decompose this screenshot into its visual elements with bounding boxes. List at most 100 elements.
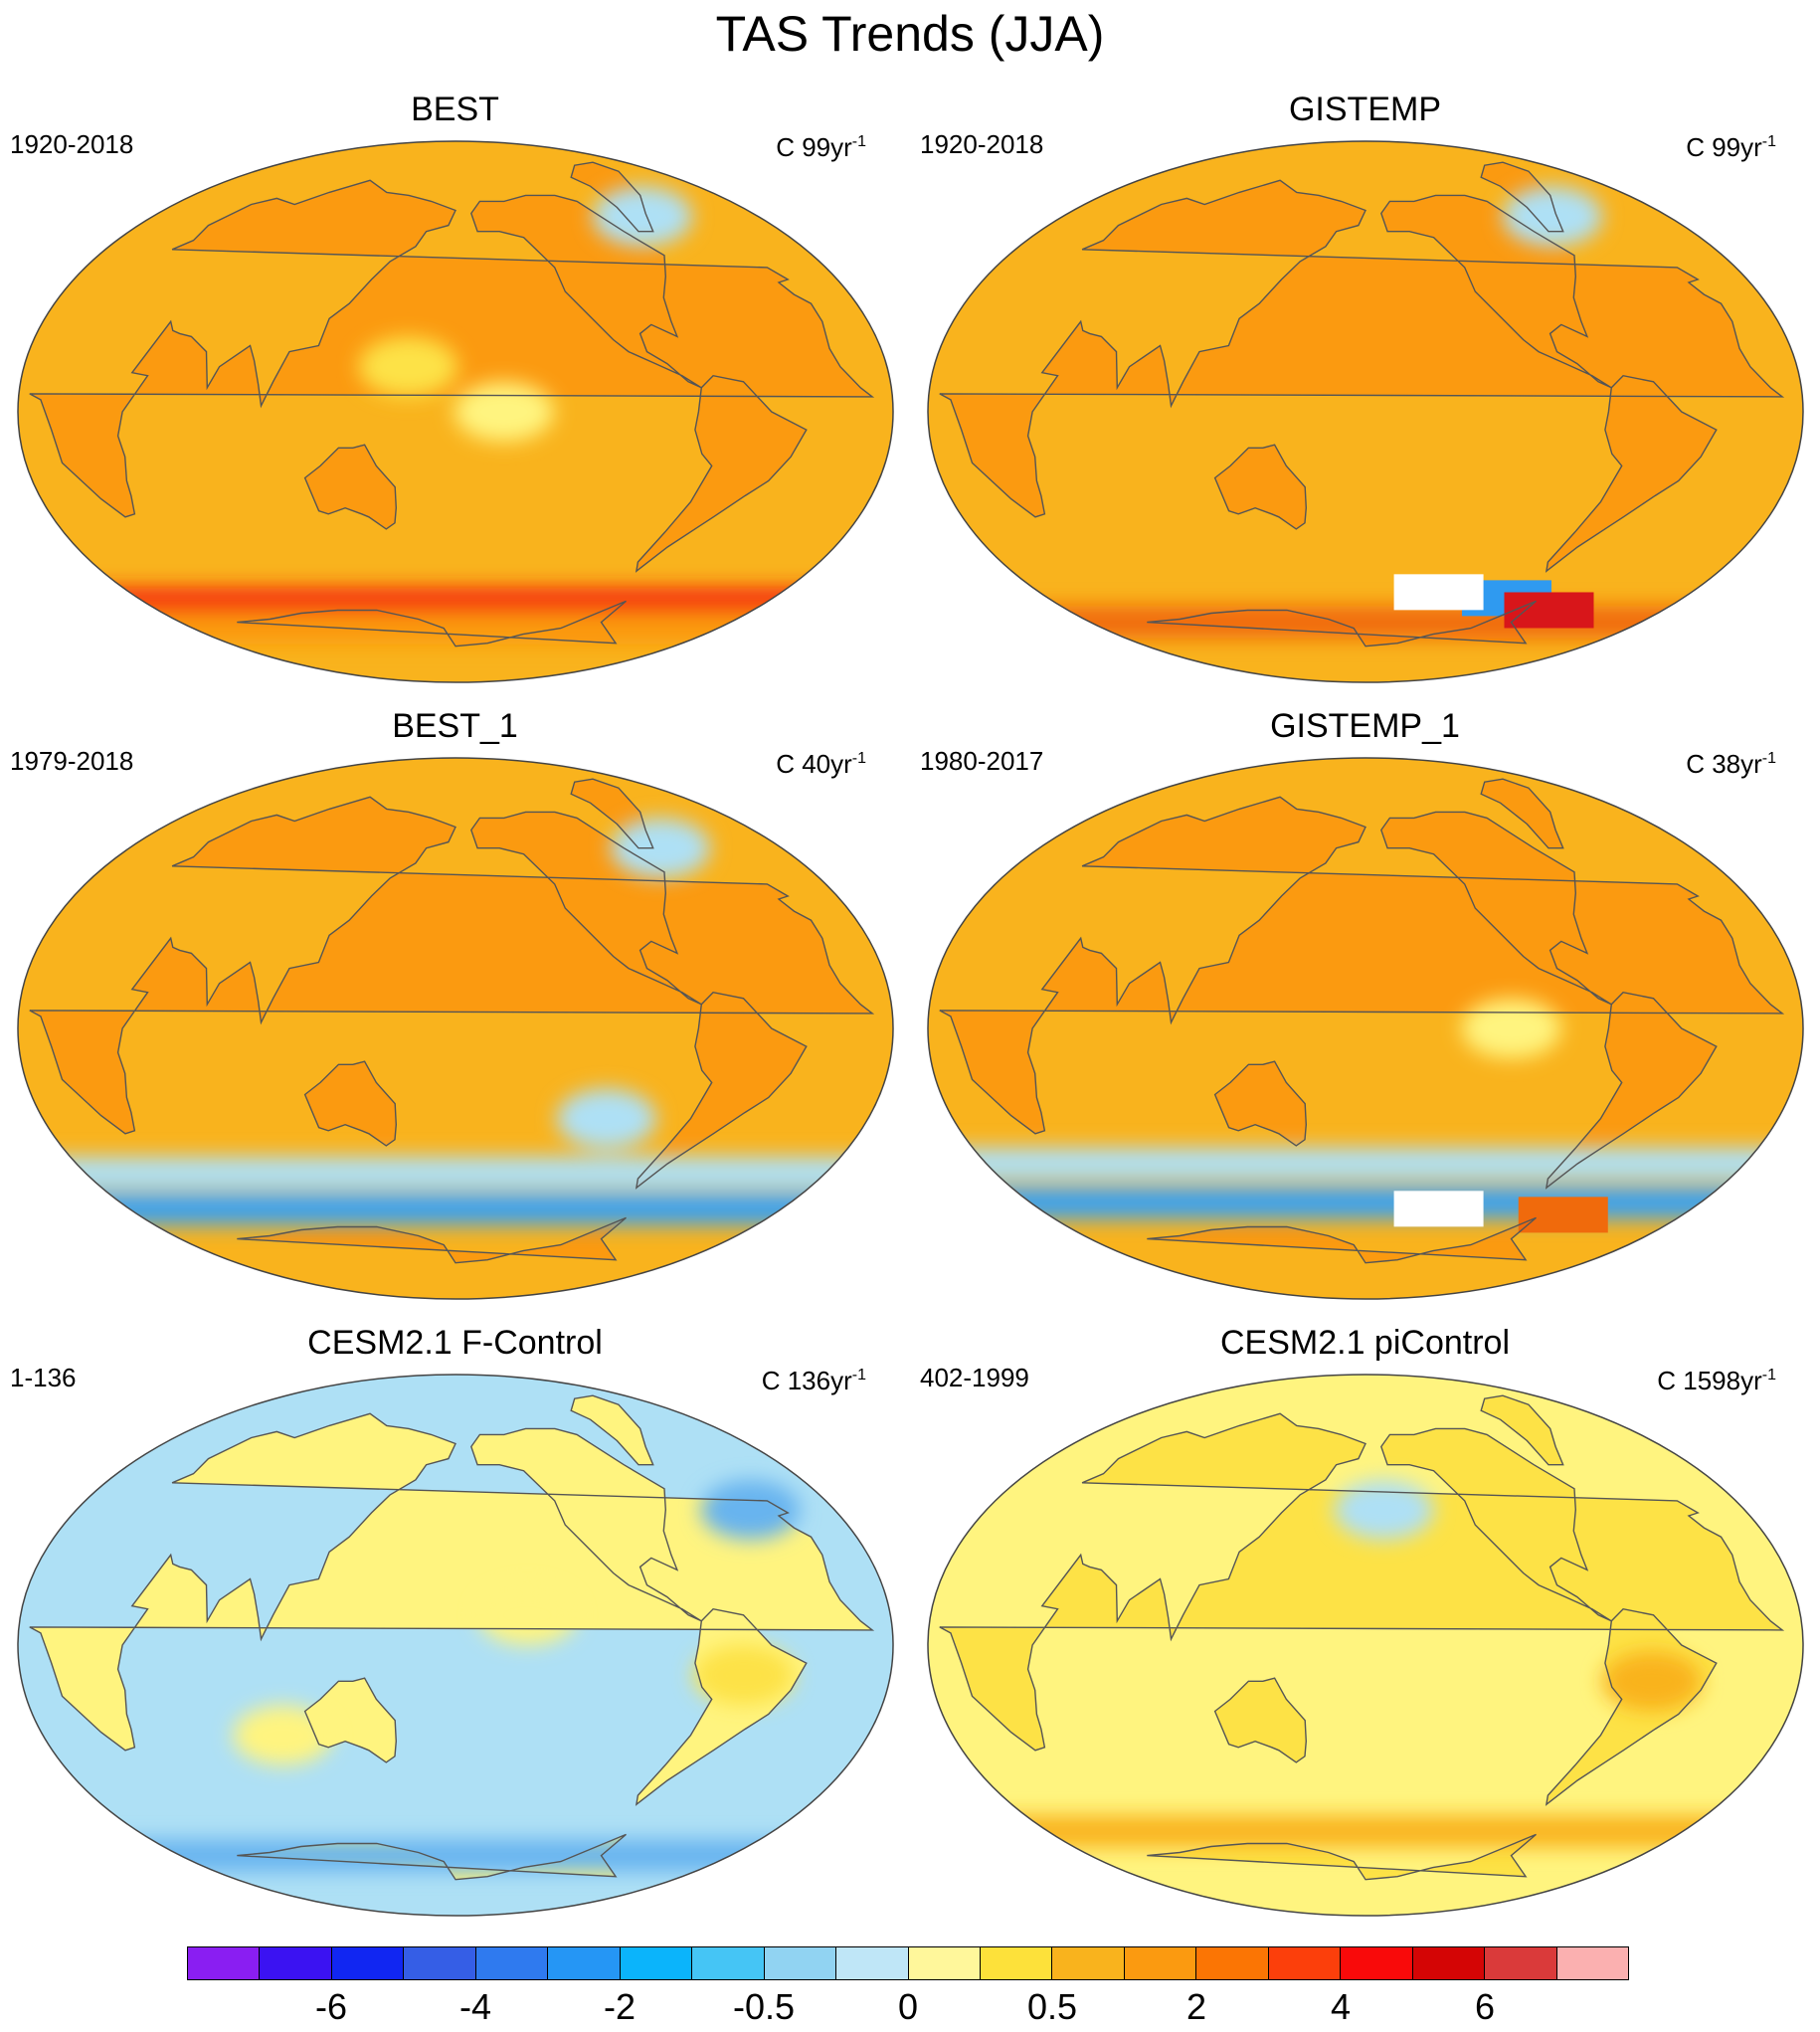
- greenland-land: [1481, 779, 1563, 848]
- colorbar-swatch: [908, 1947, 981, 1979]
- colorbar-tick-label: 0.5: [1026, 1986, 1078, 2027]
- colorbar-tick-label: 2: [1185, 1986, 1207, 2027]
- south-america-coastline: [635, 991, 808, 1190]
- north-america-coastline: [470, 1427, 702, 1622]
- antarctica-land: [1147, 1217, 1537, 1263]
- africa-eurasia-coastline: [29, 1412, 875, 1752]
- north-america-coastline: [1380, 811, 1612, 1006]
- map-panel-gistemp-1: GISTEMP_1 1980-2017 C 38yr-1: [910, 706, 1820, 1318]
- australia-coastline: [303, 1060, 398, 1147]
- anomaly-layer: [928, 999, 1803, 1219]
- colorbar-swatch: [1052, 1947, 1125, 1979]
- antarctica-coastline: [1147, 1216, 1537, 1264]
- map-border: [17, 140, 894, 683]
- colorbar-swatch: [764, 1947, 837, 1979]
- panel-units: C 136yr-1: [762, 1361, 866, 1395]
- australia-coastline: [303, 1677, 398, 1763]
- map-panel-gistemp: GISTEMP 1920-2018 C 99yr-1: [910, 90, 1820, 701]
- trend-band: [928, 1187, 1803, 1219]
- trend-band: [18, 1193, 893, 1225]
- units-exponent: -1: [1761, 1367, 1776, 1384]
- south-america-coastline: [1545, 374, 1718, 573]
- units-exponent: -1: [1761, 133, 1776, 150]
- units-exponent: -1: [851, 750, 866, 767]
- panel-title: GISTEMP_1: [1270, 707, 1460, 745]
- colorbar-tick-label: -6: [314, 1986, 348, 2027]
- colorbar-swatch: [1341, 1947, 1413, 1979]
- trend-band: [928, 1815, 1803, 1848]
- map-panel-best: BEST 1920-2018 C 99yr-1: [0, 90, 910, 701]
- north-america-coastline: [1380, 194, 1612, 389]
- trend-patch: [1393, 1191, 1484, 1227]
- trend-spot: [556, 1088, 656, 1149]
- units-exponent: -1: [851, 133, 866, 150]
- greenland-coastline: [1480, 161, 1564, 233]
- australia-coastline: [1213, 444, 1308, 530]
- colorbar-swatch: [1412, 1947, 1486, 1979]
- colorbar-swatch: [980, 1947, 1053, 1979]
- greenland-land: [571, 1395, 653, 1465]
- panel-units: C 38yr-1: [1686, 744, 1776, 779]
- units-text: C 99yr: [776, 132, 852, 162]
- greenland-coastline: [570, 161, 654, 233]
- colorbar-swatch: [331, 1947, 405, 1979]
- trend-spot: [1503, 186, 1603, 247]
- trend-spot: [1601, 1651, 1702, 1712]
- trend-spot: [1334, 1480, 1434, 1540]
- greenland-coastline: [1480, 1394, 1564, 1466]
- south-america-land: [636, 992, 807, 1189]
- colorbar-swatch: [1196, 1947, 1269, 1979]
- map-border: [17, 757, 894, 1300]
- africa-eurasia-coastline: [939, 796, 1785, 1135]
- australia-land: [1214, 1678, 1307, 1762]
- africa-eurasia-coastline: [29, 179, 875, 518]
- map-field: [18, 141, 893, 682]
- panel-period: 402-1999: [920, 1363, 1029, 1392]
- colorbar-swatch: [1124, 1947, 1197, 1979]
- north-america-coastline: [1380, 1427, 1612, 1622]
- colorbar-swatch: [1268, 1947, 1342, 1979]
- south-america-land: [636, 375, 807, 572]
- colorbar-swatch: [475, 1947, 549, 1979]
- units-text: C 40yr: [776, 749, 852, 779]
- trend-spot: [611, 818, 711, 878]
- colorbar-swatch: [548, 1947, 621, 1979]
- south-america-land: [1546, 375, 1717, 572]
- map: [927, 140, 1804, 683]
- colorbar-tick-label: 0: [897, 1986, 919, 2027]
- colorbar-swatch: [1485, 1947, 1557, 1979]
- trend-band: [928, 1148, 1803, 1180]
- trend-spot: [700, 1480, 801, 1540]
- trend-spot: [477, 1584, 578, 1645]
- antarctica-coastline: [237, 1833, 627, 1881]
- africa-eurasia-coastline: [29, 796, 875, 1135]
- map: [927, 1374, 1804, 1917]
- colorbar-swatch: [404, 1947, 476, 1979]
- colorbar-tick-label: -2: [603, 1986, 637, 2027]
- north-america-coastline: [470, 194, 702, 389]
- panel-units: C 99yr-1: [1686, 127, 1776, 162]
- map-panel-cesm-picontrol: CESM2.1 piControl 402-1999 C 1598yr-1: [910, 1323, 1820, 1935]
- colorbar-swatch: [620, 1947, 693, 1979]
- map-panel-cesm-f-control: CESM2.1 F-Control 1-136 C 136yr-1: [0, 1323, 910, 1935]
- antarctica-coastline: [1147, 600, 1537, 647]
- map: [927, 757, 1804, 1300]
- colorbar-swatch: [188, 1947, 261, 1979]
- map-field: [928, 1375, 1803, 1916]
- map: [17, 757, 894, 1300]
- anomaly-layer: [18, 818, 893, 1225]
- colorbar-swatch: [260, 1947, 332, 1979]
- australia-land: [304, 445, 397, 529]
- antarctica-coastline: [237, 600, 627, 647]
- antarctica-coastline: [237, 1216, 627, 1264]
- units-exponent: -1: [1761, 750, 1776, 767]
- australia-coastline: [1213, 1677, 1308, 1763]
- map: [17, 1374, 894, 1917]
- trend-patch: [1393, 574, 1484, 611]
- trend-band: [18, 1157, 893, 1190]
- colorbar-swatch: [692, 1947, 765, 1979]
- trend-spot: [358, 336, 458, 397]
- panel-period: 1920-2018: [920, 129, 1044, 159]
- antarctica-land: [237, 1217, 627, 1263]
- antarctica-coastline: [1147, 1833, 1537, 1881]
